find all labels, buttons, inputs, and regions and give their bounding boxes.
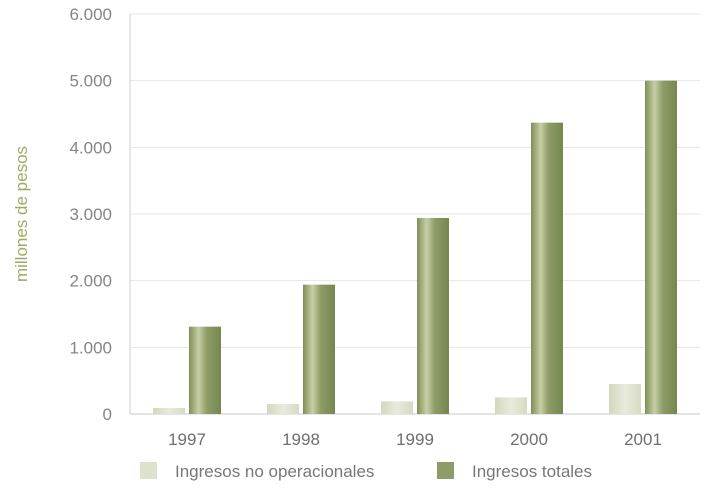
bar-ingresos-totales [189,326,221,414]
y-tick-labels: 0 1.000 2.000 3.000 4.000 5.000 6.000 [69,5,112,424]
bar-ingresos-no-operacionales [495,397,527,414]
y-tick-label: 0 [103,405,112,424]
y-tick-label: 6.000 [69,5,112,24]
y-tick-label: 3.000 [69,205,112,224]
y-axis-title: millones de pesos [12,146,31,282]
grid-lines [130,13,700,415]
legend-label: Ingresos no operacionales [175,462,374,481]
bar-ingresos-no-operacionales [267,404,299,414]
x-tick-label: 1998 [282,430,320,449]
legend-label: Ingresos totales [472,462,592,481]
legend-swatch [437,462,454,479]
bar-ingresos-totales [645,80,677,415]
bar-ingresos-no-operacionales [381,401,413,414]
y-tick-label: 5.000 [69,72,112,91]
x-tick-label: 2001 [624,430,662,449]
bar-ingresos-totales [531,122,563,415]
legend-swatch [140,462,157,479]
bar-ingresos-totales [303,284,335,414]
x-tick-label: 2000 [510,430,548,449]
x-tick-label: 1999 [396,430,434,449]
bar-ingresos-no-operacionales [609,384,641,414]
x-tick-label: 1997 [168,430,206,449]
bars [153,80,677,415]
bar-ingresos-no-operacionales [153,408,185,414]
legend: Ingresos no operacionales Ingresos totale… [140,462,592,481]
y-tick-label: 2.000 [69,272,112,291]
bar-ingresos-totales [417,218,449,414]
x-tick-labels: 1997 1998 1999 2000 2001 [168,430,662,449]
y-tick-label: 1.000 [69,338,112,357]
y-tick-label: 4.000 [69,138,112,157]
